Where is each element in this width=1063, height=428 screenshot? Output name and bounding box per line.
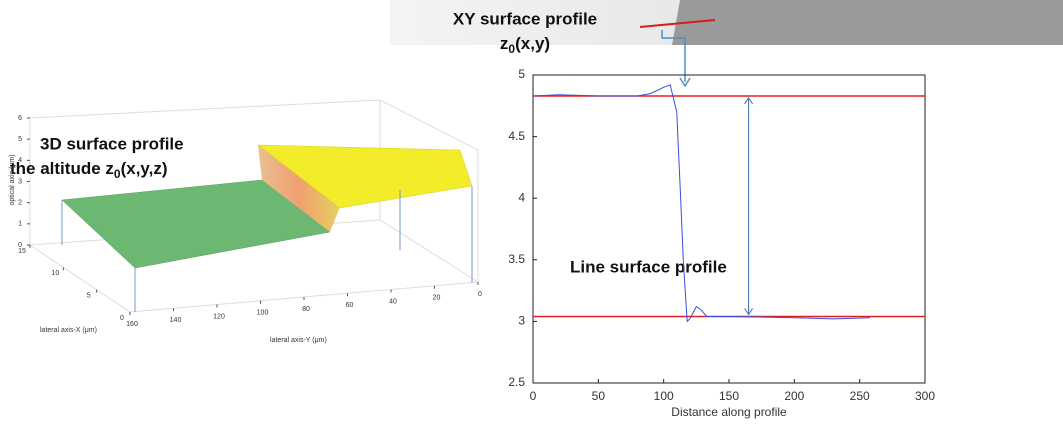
x-tick-label: 150	[719, 389, 739, 403]
tick-label: 3	[18, 178, 22, 185]
screenshot-dark	[672, 0, 1063, 45]
t: (x,y,z)	[121, 159, 168, 178]
tick-label: 120	[213, 313, 225, 320]
t: z	[500, 34, 509, 53]
annotation: Line surface profile	[570, 257, 727, 276]
arrow-head	[679, 77, 691, 88]
arrow-head	[744, 97, 754, 316]
tick-label: 5	[87, 293, 91, 300]
tick-label: 20	[433, 295, 441, 302]
tick-label: 100	[257, 310, 269, 317]
profile-line	[639, 19, 716, 28]
x-tick-label: 50	[592, 389, 606, 403]
title: XY surface profile	[453, 9, 597, 28]
tick-label: 2	[18, 200, 22, 207]
tick-label: 60	[346, 302, 354, 309]
x-label: Distance along profile	[671, 405, 787, 419]
tick-label: 0	[120, 315, 124, 322]
tick-label: 40	[389, 298, 397, 305]
arrow	[661, 30, 686, 82]
plot-frame	[532, 74, 926, 384]
annotation: 3D surface profile	[40, 134, 184, 153]
edges	[61, 186, 473, 312]
sub: 0	[508, 42, 515, 56]
title2: z0(x,y)	[500, 34, 550, 56]
tick-label: 0	[18, 242, 22, 249]
tick-label: 80	[302, 306, 310, 313]
tick-label: 6	[18, 115, 22, 122]
tick-label: 0	[478, 291, 482, 298]
y-tick-label: 2.5	[508, 375, 525, 389]
x-label: lateral axis-X (μm)	[40, 327, 97, 334]
y-tick-label: 5	[518, 67, 525, 81]
surface-step	[258, 145, 340, 232]
y-tick-label: 3.5	[508, 252, 525, 266]
x-tick-label: 100	[654, 389, 674, 403]
annotation2: the altitude z0(x,y,z)	[10, 159, 168, 181]
y-tick-label: 3	[518, 314, 525, 328]
y-tick-label: 4	[518, 190, 525, 204]
profile-line	[532, 84, 871, 323]
y-label: lateral axis-Y (μm)	[270, 337, 327, 344]
t: the altitude z	[10, 159, 114, 178]
z-label: optical axis (μm)	[9, 154, 16, 205]
tick-label: 10	[51, 270, 59, 277]
tick-label: 5	[18, 136, 22, 143]
y-tick-label: 4.5	[508, 129, 525, 143]
tick-label: 140	[170, 317, 182, 324]
tick-label: 15	[18, 248, 26, 255]
tick-label: 1	[18, 221, 22, 228]
x-tick-label: 200	[784, 389, 804, 403]
box-back	[29, 99, 479, 282]
box-back	[379, 219, 479, 283]
x-tick-label: 0	[530, 389, 537, 403]
x-tick-label: 250	[850, 389, 870, 403]
x-tick-label: 300	[915, 389, 935, 403]
sub: 0	[114, 167, 121, 181]
t: (x,y)	[515, 34, 550, 53]
tick-label: 160	[126, 321, 138, 328]
tick-label: 4	[18, 157, 22, 164]
